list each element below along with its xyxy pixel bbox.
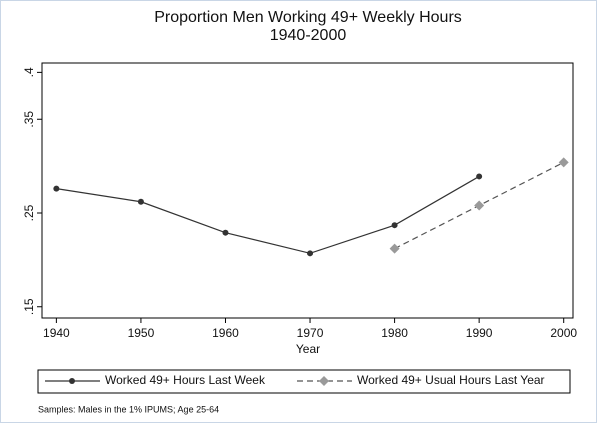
chart-title: Proportion Men Working 49+ Weekly Hours — [154, 9, 462, 26]
note: Samples: Males in the 1% IPUMS; Age 25-6… — [38, 404, 219, 414]
diamond-marker — [474, 200, 485, 211]
x-tick-label: 1960 — [212, 326, 239, 340]
x-tick-label: 1990 — [466, 326, 493, 340]
legend-marker — [319, 376, 329, 386]
x-axis-label: Year — [296, 342, 320, 356]
circle-marker — [307, 250, 314, 257]
legend-marker — [69, 378, 75, 384]
diamond-marker — [389, 243, 400, 254]
legend — [37, 369, 571, 394]
circle-marker — [53, 185, 60, 192]
y-tick-label: .25 — [22, 204, 36, 221]
x-tick-label: 2000 — [550, 326, 577, 340]
chart-subtitle: 1940-2000 — [270, 27, 347, 44]
y-tick-label: .4 — [22, 67, 36, 77]
x-tick-label: 1940 — [43, 326, 70, 340]
circle-marker — [222, 229, 229, 236]
circle-marker — [391, 222, 398, 229]
y-tick-label: .35 — [22, 111, 36, 128]
plot-area — [41, 62, 574, 319]
x-tick-label: 1950 — [128, 326, 155, 340]
series-line — [56, 175, 480, 254]
diamond-marker — [558, 157, 569, 168]
y-tick-label: .15 — [22, 298, 36, 315]
x-tick-label: 1970 — [297, 326, 324, 340]
circle-marker — [137, 198, 144, 205]
x-tick-label: 1980 — [381, 326, 408, 340]
circle-marker — [476, 173, 483, 180]
legend-label: Worked 49+ Usual Hours Last Year — [357, 373, 545, 387]
legend-label: Worked 49+ Hours Last Week — [105, 373, 266, 387]
